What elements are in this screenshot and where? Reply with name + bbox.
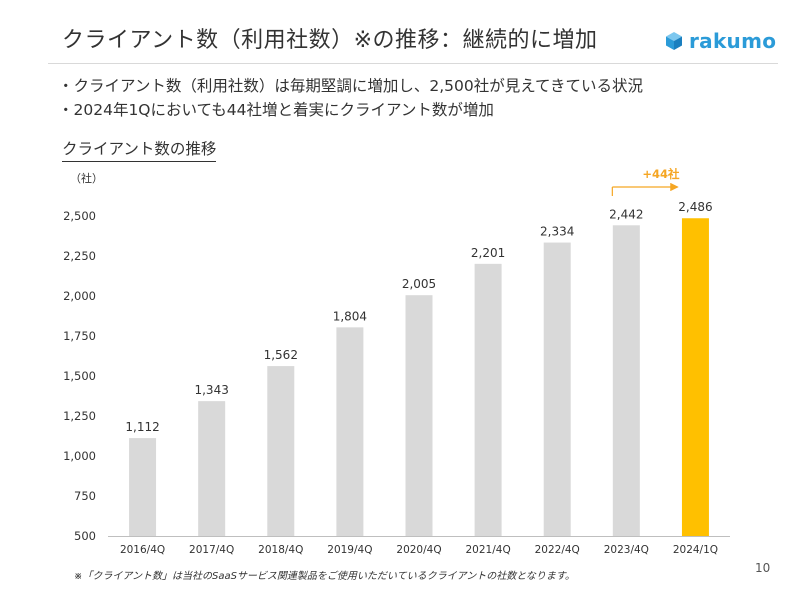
x-tick-label: 2018/4Q: [258, 544, 303, 556]
y-tick-label: 2,500: [63, 209, 96, 223]
logo-text: rakumo: [689, 29, 777, 53]
bar: [198, 401, 226, 536]
x-tick-label: 2024/1Q: [673, 544, 718, 556]
rakumo-logo: rakumo: [664, 29, 776, 53]
data-label: 2,334: [540, 225, 574, 239]
y-tick-label: 1,750: [63, 329, 96, 343]
title-divider: [48, 63, 778, 64]
x-tick-label: 2021/4Q: [466, 544, 511, 556]
data-label: 1,562: [264, 348, 298, 362]
bullet-item: ・2024年1Qにおいても44社増と着実にクライアント数が増加: [58, 101, 494, 119]
data-label: 2,442: [609, 207, 643, 221]
bar: [543, 242, 571, 536]
bar: [474, 263, 502, 536]
page-title: クライアント数（利用社数）※の推移：継続的に増加: [62, 28, 598, 53]
chart-heading: クライアント数の推移: [62, 137, 217, 162]
footnote: ※「クライアント数」は当社のSaaSサービス関連製品をご使用いただいているクライ…: [74, 571, 575, 582]
y-tick-label: 1,000: [63, 449, 96, 463]
y-tick-label: 2,000: [63, 289, 96, 303]
y-tick-label: 500: [74, 529, 96, 543]
bar: [267, 366, 295, 536]
page-number: 10: [755, 561, 771, 575]
x-tick-label: 2016/4Q: [120, 544, 165, 556]
x-tick-label: 2022/4Q: [535, 544, 580, 556]
annotation-label: +44社: [642, 167, 680, 181]
bar: [681, 218, 709, 537]
bar: [336, 327, 364, 536]
y-axis-unit: （社）: [70, 171, 103, 185]
x-tick-label: 2023/4Q: [604, 544, 649, 556]
bullet-list: ・クライアント数（利用社数）は毎期堅調に増加し、2,500社が見えてきている状況…: [58, 74, 643, 122]
data-label: 1,343: [194, 383, 228, 397]
data-label: 1,804: [333, 309, 367, 323]
data-label: 2,486: [678, 200, 712, 214]
y-tick-label: 2,250: [63, 249, 96, 263]
bar: [129, 438, 157, 536]
y-tick-label: 750: [74, 489, 96, 503]
data-label: 2,005: [402, 277, 436, 291]
x-tick-label: 2019/4Q: [327, 544, 372, 556]
data-label: 2,201: [471, 246, 505, 260]
bar: [405, 295, 433, 536]
cube-logo-icon: [666, 32, 682, 50]
bar: [612, 225, 640, 536]
bullet-item: ・クライアント数（利用社数）は毎期堅調に増加し、2,500社が見えてきている状況: [58, 77, 644, 95]
x-tick-label: 2020/4Q: [396, 544, 441, 556]
y-tick-label: 1,250: [63, 409, 96, 423]
y-tick-label: 1,500: [63, 369, 96, 383]
x-tick-label: 2017/4Q: [189, 544, 234, 556]
data-label: 1,112: [125, 420, 159, 434]
